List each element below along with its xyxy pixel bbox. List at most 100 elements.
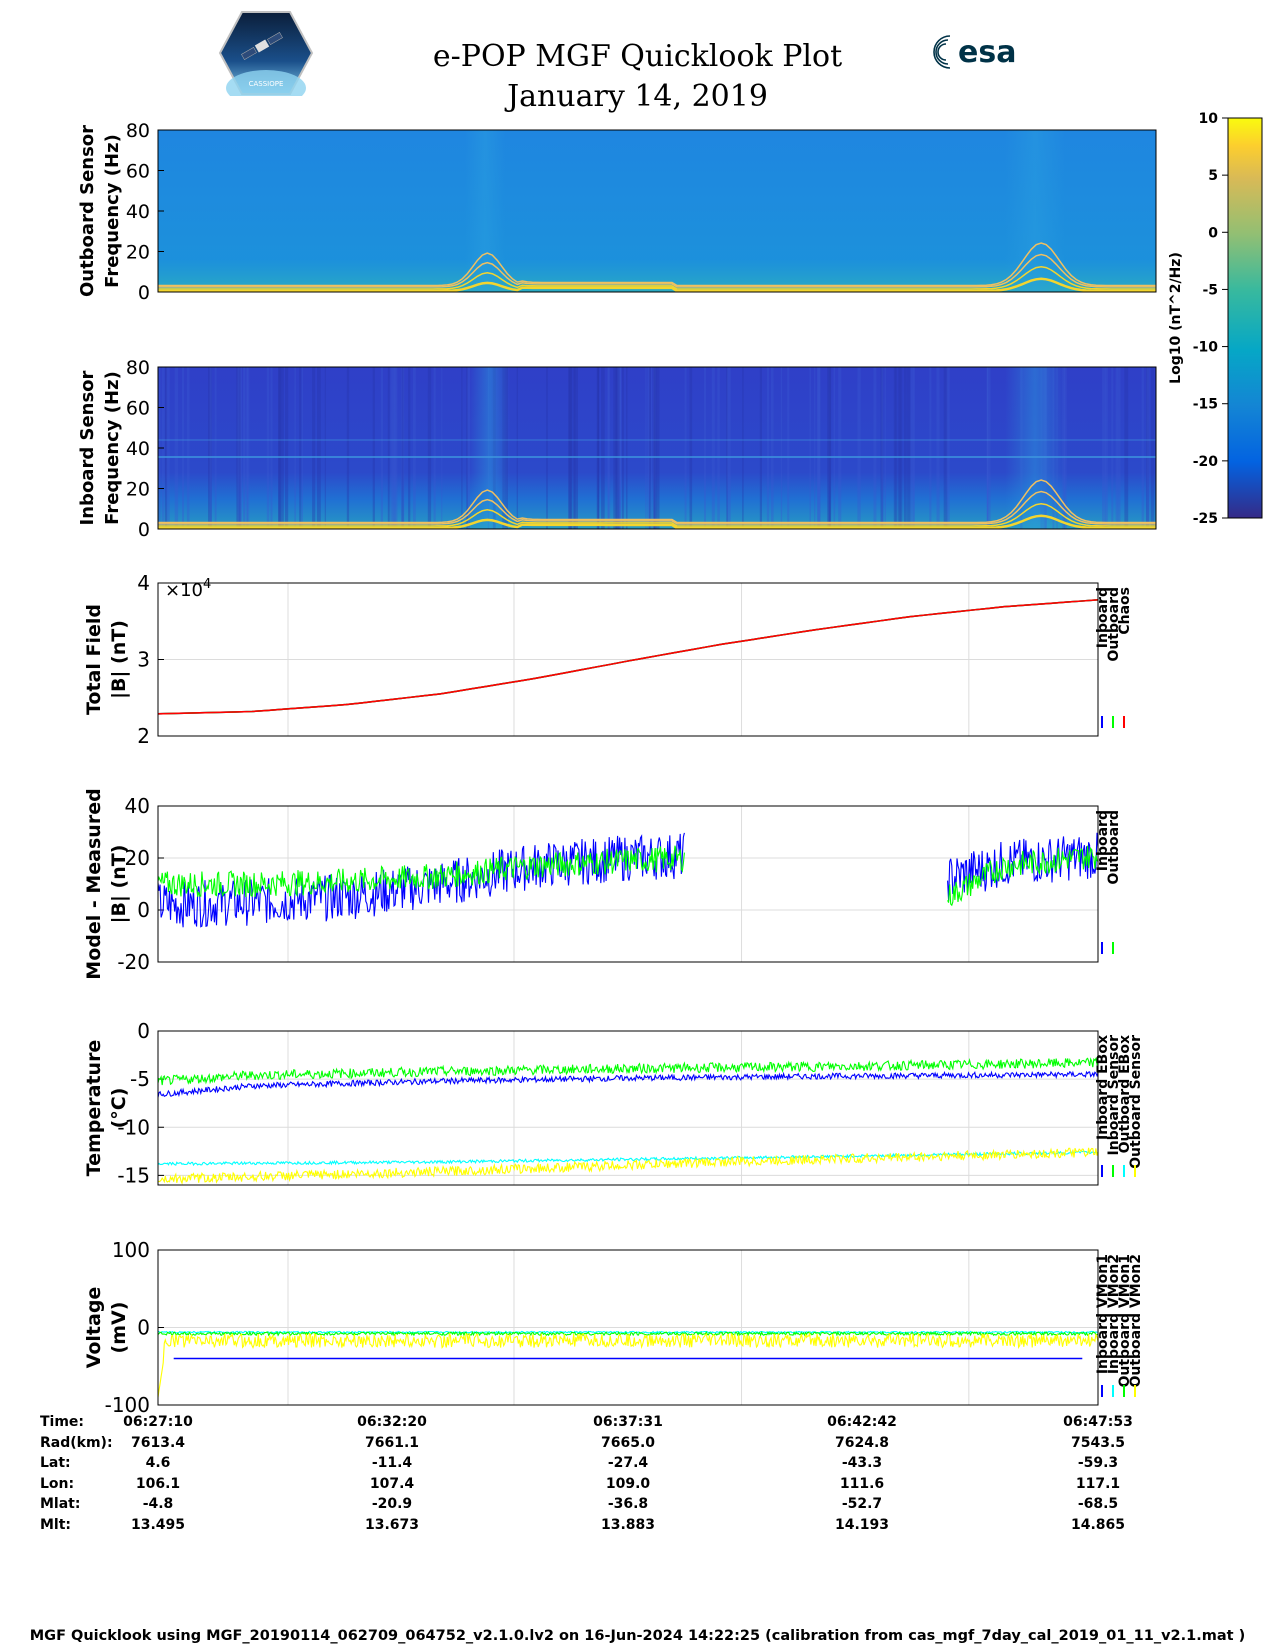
ephemeris-row-label: Lon: — [40, 1475, 75, 1492]
series-line-outboard — [157, 845, 1099, 907]
striation — [372, 367, 375, 529]
plot-frame — [157, 1249, 1099, 1406]
striation — [857, 367, 861, 529]
striation — [278, 367, 282, 529]
cassiope-logo: CASSIOPE — [218, 11, 314, 96]
ytick-label: 80 — [126, 357, 150, 379]
ephemeris-mlt-value: 14.865 — [1070, 1516, 1126, 1533]
legend-label: Inboard — [1095, 587, 1111, 648]
ephemeris-mlt-value: 13.883 — [600, 1516, 656, 1533]
striation — [880, 367, 884, 529]
striation — [766, 367, 770, 529]
striation — [392, 367, 396, 529]
esa-logo: esa — [933, 35, 1016, 70]
striation — [380, 367, 383, 529]
striation — [987, 367, 991, 529]
y-axis-label: Total Field — [83, 604, 105, 715]
plot-area — [158, 806, 1098, 962]
ytick-label: 60 — [126, 161, 150, 183]
striation — [655, 367, 660, 529]
striation — [166, 367, 170, 529]
striation — [441, 367, 443, 529]
ephemeris-time-value: 06:32:20 — [357, 1414, 427, 1430]
ephemeris-rad-value: 7665.0 — [600, 1434, 656, 1451]
striation — [598, 367, 600, 529]
striation — [895, 367, 898, 529]
colorbar-tick-label: 5 — [1208, 168, 1218, 184]
striation — [574, 367, 578, 529]
legend-label: Inboard VMon1 — [1095, 1254, 1111, 1374]
ytick-label: 2 — [137, 724, 150, 748]
striation — [299, 367, 302, 529]
striation — [294, 367, 296, 529]
striation — [236, 367, 240, 529]
striation — [1117, 367, 1121, 529]
striation — [622, 367, 624, 529]
ytick-label: 0 — [137, 898, 150, 922]
plot-date: January 14, 2019 — [507, 79, 768, 114]
striation — [270, 367, 273, 529]
ephemeris-lat-value: -43.3 — [841, 1455, 883, 1471]
striation — [572, 367, 576, 529]
striation — [654, 367, 657, 529]
striation — [946, 367, 950, 529]
striation — [704, 367, 706, 529]
striation — [240, 367, 242, 529]
striation — [780, 367, 783, 529]
plot-frame — [157, 805, 1099, 963]
y-axis-label: (°C) — [108, 1088, 130, 1129]
striation — [613, 367, 617, 529]
legend-label: Outboard — [1106, 587, 1122, 662]
striation — [596, 367, 599, 529]
striation — [726, 367, 728, 529]
ytick-label: 3 — [137, 648, 150, 672]
ephemeris-row-label: Mlat: — [40, 1496, 81, 1512]
ephemeris-row-label: Time: — [40, 1414, 85, 1430]
striation — [461, 367, 463, 529]
striation — [943, 367, 948, 529]
colorbar-ticks: 10 5 0 -5 -10 -15 -20 -25 — [1193, 111, 1228, 527]
ytick-label: 40 — [126, 438, 150, 460]
ytick-label: -15 — [117, 1163, 150, 1187]
outboard-spectrogram-ylabel-2: Frequency (Hz) — [102, 134, 123, 288]
ephemeris-lon-value: 109.0 — [605, 1475, 651, 1492]
ephemeris-mlat-value: -68.5 — [1077, 1496, 1119, 1512]
striation — [278, 367, 281, 529]
series-line-outboard-sensor — [157, 1147, 1099, 1185]
outboard-spectrogram-lowfreq — [158, 130, 1156, 292]
y-axis-label: Voltage — [83, 1287, 105, 1369]
ytick-label: 0 — [137, 1316, 150, 1340]
inboard-spectrogram-ylabel-2: Frequency (Hz) — [102, 371, 123, 525]
striation — [317, 367, 321, 529]
ytick-label: 4 — [137, 571, 150, 595]
striation — [324, 367, 326, 529]
colorbar-tick-label: -25 — [1193, 511, 1218, 527]
harmonic-line — [158, 253, 1156, 288]
ephemeris-mlt-value: 13.673 — [364, 1516, 420, 1533]
cassiope-logo-text: CASSIOPE — [249, 80, 284, 88]
striation — [208, 367, 212, 529]
striation — [312, 367, 316, 529]
series-line-outboard-vmon2 — [157, 1331, 1099, 1398]
ephemeris-mlat-value: -20.9 — [371, 1496, 413, 1512]
striation — [1146, 367, 1150, 529]
striation — [884, 367, 886, 529]
striation — [717, 367, 720, 529]
outboard-spectrogram-burst-1 — [465, 130, 505, 292]
striation — [617, 367, 622, 529]
striation — [569, 367, 572, 529]
striation — [787, 367, 790, 529]
inboard-spectrogram-panel: 80 60 40 20 0 Inboard Sensor Frequency (Hz) — [77, 357, 1157, 541]
ephemeris-lat-value: 4.6 — [145, 1455, 171, 1471]
striation — [913, 367, 915, 529]
ytick-label: 20 — [126, 242, 150, 264]
legend-label: Inboard — [1095, 810, 1111, 871]
ytick-label: 0 — [137, 1019, 150, 1043]
striation — [1063, 367, 1067, 529]
striation — [546, 367, 548, 529]
colorbar-scale — [1227, 117, 1263, 519]
striation — [771, 367, 774, 529]
y-axis-label: Model - Measured — [83, 788, 105, 979]
striation — [1141, 367, 1144, 529]
inboard-spectrogram-yticks: 80 60 40 20 0 — [126, 357, 164, 541]
